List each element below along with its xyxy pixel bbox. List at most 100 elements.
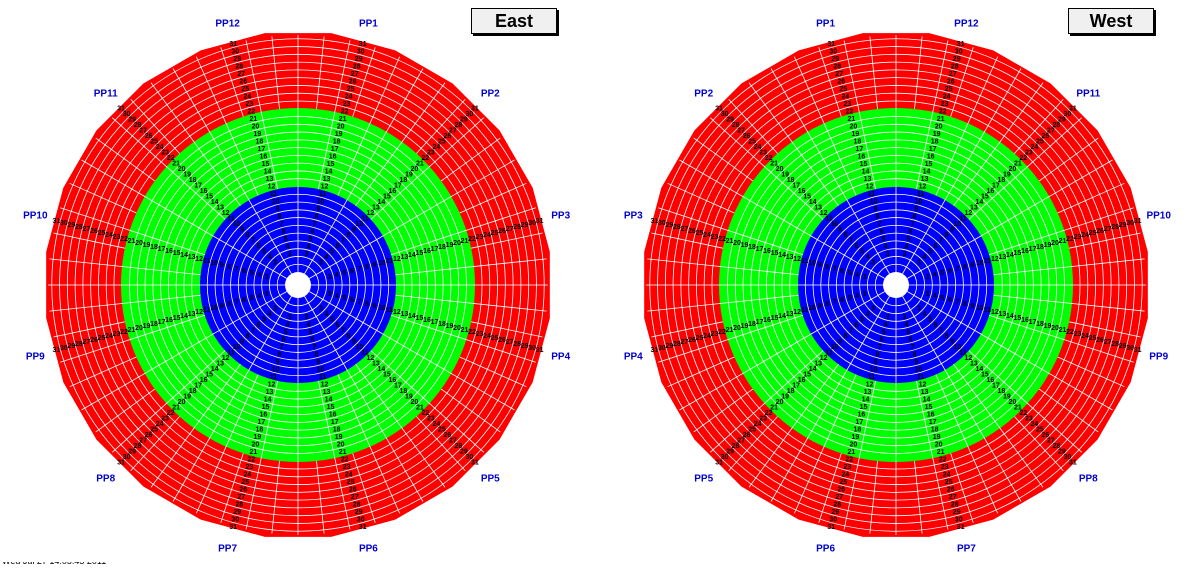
ring-number-label: 19 <box>852 131 860 138</box>
ring-number-label: 19 <box>183 172 191 179</box>
pp-labels: PP12 PP11 PP10 PP9 PP8 PP7 PP6 PP5 PP4 PP3 PP2 PP1 <box>624 18 1172 554</box>
module-divider <box>1069 232 1141 249</box>
ring-number-label: 25 <box>839 86 847 93</box>
ring-number-label: 29 <box>521 343 529 350</box>
ring-number-label: 8 <box>944 333 948 340</box>
module-divider <box>220 453 244 523</box>
ring-number-label: 28 <box>513 341 521 348</box>
ring-number-label: 3 <box>902 314 906 321</box>
ring-number-label: 25 <box>1036 139 1044 146</box>
ring-number-label: 23 <box>1025 415 1033 422</box>
pp-sector-label: PP7 <box>957 544 976 555</box>
ring-number-label: 30 <box>357 517 365 524</box>
ring-number-label: 19 <box>1044 323 1052 330</box>
ring-number-label: 24 <box>1031 421 1039 428</box>
ring-number-label: 31 <box>471 459 479 466</box>
ring-number-label: 28 <box>732 122 740 129</box>
module-divider <box>935 56 999 196</box>
ring-number-label: 28 <box>673 341 681 348</box>
ring-number-label: 5 <box>308 329 312 336</box>
ring-number-label: 4 <box>855 293 859 300</box>
ring-number-label: 30 <box>60 220 68 227</box>
ring-number-label: 8 <box>365 264 369 271</box>
ring-number-label: 17 <box>792 183 800 190</box>
ring-number-label: 31 <box>715 459 723 466</box>
ring-number-label: 27 <box>1047 437 1055 444</box>
ring-number-label: 9 <box>874 206 878 213</box>
ring-number-label: 12 <box>321 184 329 191</box>
module-divider <box>352 453 376 523</box>
ring-number-label: 23 <box>711 331 719 338</box>
ring-number-label: 15 <box>416 315 424 322</box>
ring-number-label: 5 <box>250 270 254 277</box>
ring-number-label: 3 <box>925 291 929 298</box>
ring-number-label: 14 <box>976 366 984 373</box>
ring-number-label: 9 <box>352 227 356 234</box>
ring-number-label: 13 <box>323 176 331 183</box>
ring-number-label: 16 <box>763 248 771 255</box>
ring-number-label: 7 <box>280 344 284 351</box>
ring-number-label: 15 <box>383 371 391 378</box>
ring-number-label: 17 <box>258 419 266 426</box>
ring-number-label: 30 <box>528 220 536 227</box>
ring-number-label: 21 <box>848 116 856 123</box>
pp-sector-label: PP9 <box>26 351 45 362</box>
ring-number-label: 17 <box>394 183 402 190</box>
module-divider <box>953 364 1044 488</box>
ring-number-label: 21 <box>416 404 424 411</box>
ring-number-label: 17 <box>856 419 864 426</box>
ring-number-label: 5 <box>284 236 288 243</box>
ring-number-label: 13 <box>921 176 929 183</box>
ring-number-label: 19 <box>254 434 262 441</box>
ring-number-label: 10 <box>976 260 984 267</box>
ring-number-label: 4 <box>866 254 870 261</box>
ring-number-label: 13 <box>864 389 872 396</box>
ring-number-label: 31 <box>1134 218 1142 225</box>
ring-number-label: 6 <box>933 243 937 250</box>
ring-number-label: 7 <box>357 266 361 273</box>
ring-number-label: 19 <box>143 242 151 249</box>
ring-number-label: 8 <box>963 264 967 271</box>
ring-number-label: 6 <box>880 336 884 343</box>
ring-number-label: 10 <box>831 344 839 351</box>
pp-sector-label: PP10 <box>1146 211 1171 222</box>
ring-number-label: 9 <box>950 227 954 234</box>
ring-number-label: 18 <box>748 244 756 251</box>
ring-number-label: 31 <box>1069 106 1077 113</box>
ring-number-label: 27 <box>83 226 91 233</box>
ring-number-label: 27 <box>506 339 514 346</box>
ring-number-label: 29 <box>1119 343 1127 350</box>
ring-number-label: 4 <box>286 321 290 328</box>
ring-number-label: 7 <box>341 238 345 245</box>
module-divider <box>416 98 466 154</box>
ring-number-label: 26 <box>145 432 153 439</box>
module-divider <box>245 40 279 190</box>
ring-number-label: 17 <box>792 382 800 389</box>
ring-number-label: 15 <box>416 250 424 257</box>
module-divider <box>968 117 1083 220</box>
module-divider <box>993 294 1145 312</box>
ring-number-label: 27 <box>83 339 91 346</box>
ring-number-label: 21 <box>250 449 258 456</box>
ring-number-label: 6 <box>257 322 261 329</box>
ring-number-label: 27 <box>949 494 957 501</box>
ring-number-label: 31 <box>827 41 835 48</box>
ring-number-label: 16 <box>763 317 771 324</box>
ring-number-label: 8 <box>246 232 250 239</box>
ring-number-label: 4 <box>904 244 908 251</box>
ring-number-label: 13 <box>814 360 822 367</box>
ring-number-label: 25 <box>1089 230 1097 237</box>
module-divider <box>172 68 292 274</box>
ring-number-label: 4 <box>884 321 888 328</box>
ring-number-label: 8 <box>365 301 369 308</box>
ring-number-label: 8 <box>315 214 319 221</box>
ring-number-label: 14 <box>325 396 333 403</box>
module-divider <box>1038 388 1099 433</box>
ring-number-label: 12 <box>919 381 927 388</box>
ring-number-label: 24 <box>943 472 951 479</box>
ring-number-label: 31 <box>536 347 544 354</box>
ring-number-label: 6 <box>257 243 261 250</box>
pp-sector-label: PP6 <box>359 544 378 555</box>
pp-sector-label: PP3 <box>551 211 570 222</box>
ring-numbers: 3456789101112131415161718192021222324252… <box>53 41 544 531</box>
